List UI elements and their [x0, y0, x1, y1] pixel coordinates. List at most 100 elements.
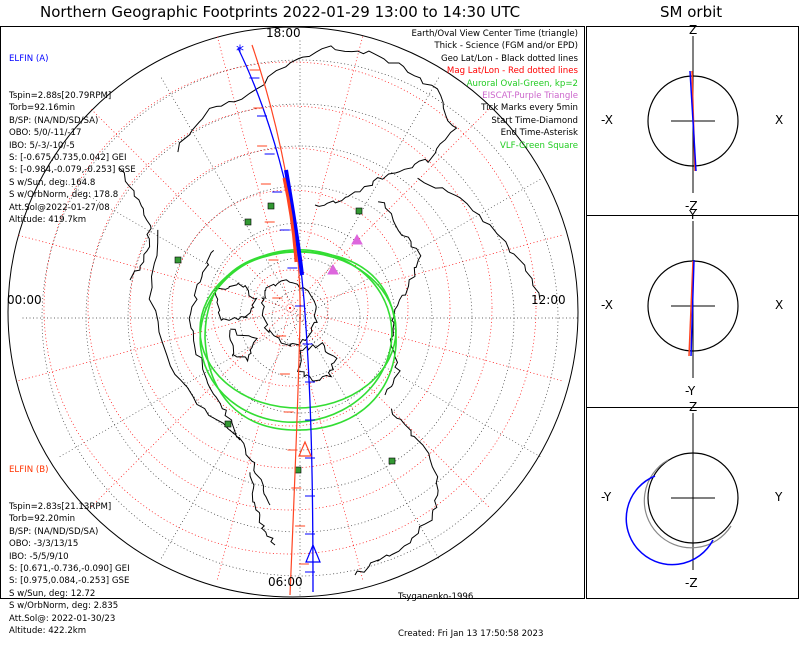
figure-title: Northern Geographic Footprints 2022-01-2… [40, 3, 521, 21]
coastline-segment [260, 279, 318, 348]
geo-lon-line [299, 317, 543, 459]
coastline-segment [297, 341, 338, 382]
geo-lon-line [299, 75, 441, 319]
elfin_a-line: S w/Sun, deg: 164.8 [9, 177, 96, 188]
sm-axis-label-bottom: -Z [685, 576, 698, 590]
geo-lon-line [159, 317, 301, 561]
mag-lat-circle [171, 189, 409, 427]
auroral-oval-equatorward [204, 250, 397, 431]
map-boundary-circle [7, 26, 579, 598]
created-label: Created: Fri Jan 13 17:50:58 2023 [398, 629, 544, 640]
footer-notes: Tsyganenko-1996 Created: Fri Jan 13 17:5… [398, 566, 543, 653]
elfin-b-parameters: Tspin=2.83s[21.13RPM] Torb=92.20min B/SP: … [9, 501, 130, 637]
sm-orbit-a [689, 70, 697, 172]
mag-lon-line [90, 307, 291, 508]
eiscat-triangle [351, 233, 363, 245]
mag-lon-line [17, 307, 291, 382]
vlf-station-marker [355, 207, 363, 215]
legend-entry: Tick Marks every 5min [481, 103, 578, 114]
vlf-station-marker [294, 466, 302, 474]
mag-lon-line [289, 108, 490, 309]
coastline-segment [213, 282, 258, 321]
mag-lat-circle [211, 229, 369, 387]
elfin_b-line: S w/OrbNorm, deg: 2.835 [9, 601, 119, 612]
sm-axis-label-top: Y [689, 208, 697, 222]
time-label-top: 18:00 [266, 26, 301, 40]
mag-lon-line [289, 307, 563, 382]
sm-orbit-title: SM orbit [660, 3, 723, 21]
elfin_b-line: OBO: -3/3/13/15 [9, 539, 79, 550]
coastlines [118, 45, 541, 576]
geo-lon-line [299, 177, 543, 319]
coastline-segment [378, 201, 422, 396]
geo-lat-circle [167, 185, 433, 451]
elfin_a-line: Altitude: 419.7km [9, 215, 87, 226]
mag-lon-line [216, 307, 291, 581]
legend-entry: Earth/Oval View Center Time (triangle) [411, 29, 578, 39]
sm-axis-label-bottom: -Z [685, 199, 698, 213]
sm-orbit-b [688, 260, 694, 357]
geo-lon-line [57, 177, 301, 319]
mag-lon-line [90, 108, 291, 309]
coastline-segment [118, 167, 152, 281]
elfin-a-info: ELFIN (A) Tspin=2.88s[20.79RPM] Torb=92.1… [9, 28, 136, 239]
coastline-segment [417, 177, 541, 301]
mag-lat-circle [129, 147, 451, 469]
coastline-segment [188, 250, 271, 506]
mag-lon-line [289, 35, 364, 309]
elfin-b-track [251, 44, 301, 596]
elfin_a-line: S: [-0.984,-0.079,-0.253] GSE [9, 165, 136, 176]
mag-lon-line [216, 35, 291, 309]
sm-axis-label-right: Y [775, 490, 783, 504]
elfin-b-science-segment [282, 177, 298, 263]
geo-lat-circle [41, 59, 559, 577]
coastline-segment [229, 328, 259, 363]
sm-axis-label-left: -Y [601, 490, 612, 504]
coastline-segment [177, 45, 458, 207]
sm-axis-label-left: -X [601, 298, 613, 312]
sm-orbit-a-far [625, 475, 714, 566]
sm-axis-label-top: Z [689, 400, 698, 414]
vlf-stations [174, 202, 396, 474]
elfin_a-line: IBO: 5/-3/-10/-5 [9, 140, 75, 151]
elfin_b-line: Att.Sol@: 2022-01-30/23 [9, 613, 116, 624]
mag-lon-line [289, 234, 563, 309]
sm-orbit-b-far [643, 459, 732, 549]
elfin_a-line: Torb=92.16min [9, 103, 76, 114]
elfin-a-name: ELFIN (A) [9, 53, 49, 64]
elfin_b-line: S: [0.975,0.084,-0.253] GSE [9, 576, 130, 587]
elfin-a-parameters: Tspin=2.88s[20.79RPM] Torb=92.16min B/SP: … [9, 90, 136, 226]
sm-orbit-panels [625, 36, 739, 570]
time-label-right: 12:00 [531, 293, 566, 307]
sm-axis-label-right: X [775, 113, 784, 127]
elfin_b-line: Tspin=2.83s[21.13RPM] [9, 502, 112, 513]
geo-latlon-grid [20, 38, 580, 598]
satellite-footprint-tracks: * [236, 41, 321, 596]
elfin_a-line: S: [-0.675,0.735,0.042] GEI [9, 153, 127, 164]
elfin-b-info: ELFIN (B) Tspin=2.83s[21.13RPM] Torb=92.2… [9, 439, 130, 650]
vlf-station-marker [267, 202, 275, 210]
auroral-oval-boundary [199, 248, 393, 424]
time-label-left: 00:00 [7, 293, 42, 307]
elfin_b-line: S w/Sun, deg: 12.72 [9, 588, 96, 599]
sm-frame [586, 26, 799, 599]
elfin-b-center-triangle [298, 440, 312, 457]
geo-lon-line [57, 317, 301, 459]
sm-axis-label-bottom: -Y [685, 384, 696, 398]
elfin_b-line: IBO: -5/5/9/10 [9, 551, 69, 562]
mag-lat-circle [43, 61, 537, 555]
elfin_b-line: Torb=92.20min [9, 514, 76, 525]
elfin-a-science-segment [284, 169, 304, 276]
vlf-station-marker [174, 256, 182, 264]
mag-lon-line [17, 234, 291, 309]
elfin-a-center-triangle [305, 543, 321, 563]
polar-map: * [7, 26, 580, 598]
mag-lat-circle [87, 105, 493, 511]
elfin_b-line: S: [0.671,-0.736,-0.090] GEI [9, 564, 130, 575]
legend-entry: Thick - Science (FGM and/or EPD) [434, 41, 578, 52]
elfin-b-name: ELFIN (B) [9, 464, 49, 475]
elfin_a-line: Att.Sol@2022-01-27/08 [9, 202, 110, 213]
map-frame [0, 26, 585, 599]
sm-axis-label-top: Z [689, 23, 698, 37]
legend-entry: EISCAT-Purple Triangle [482, 91, 578, 102]
